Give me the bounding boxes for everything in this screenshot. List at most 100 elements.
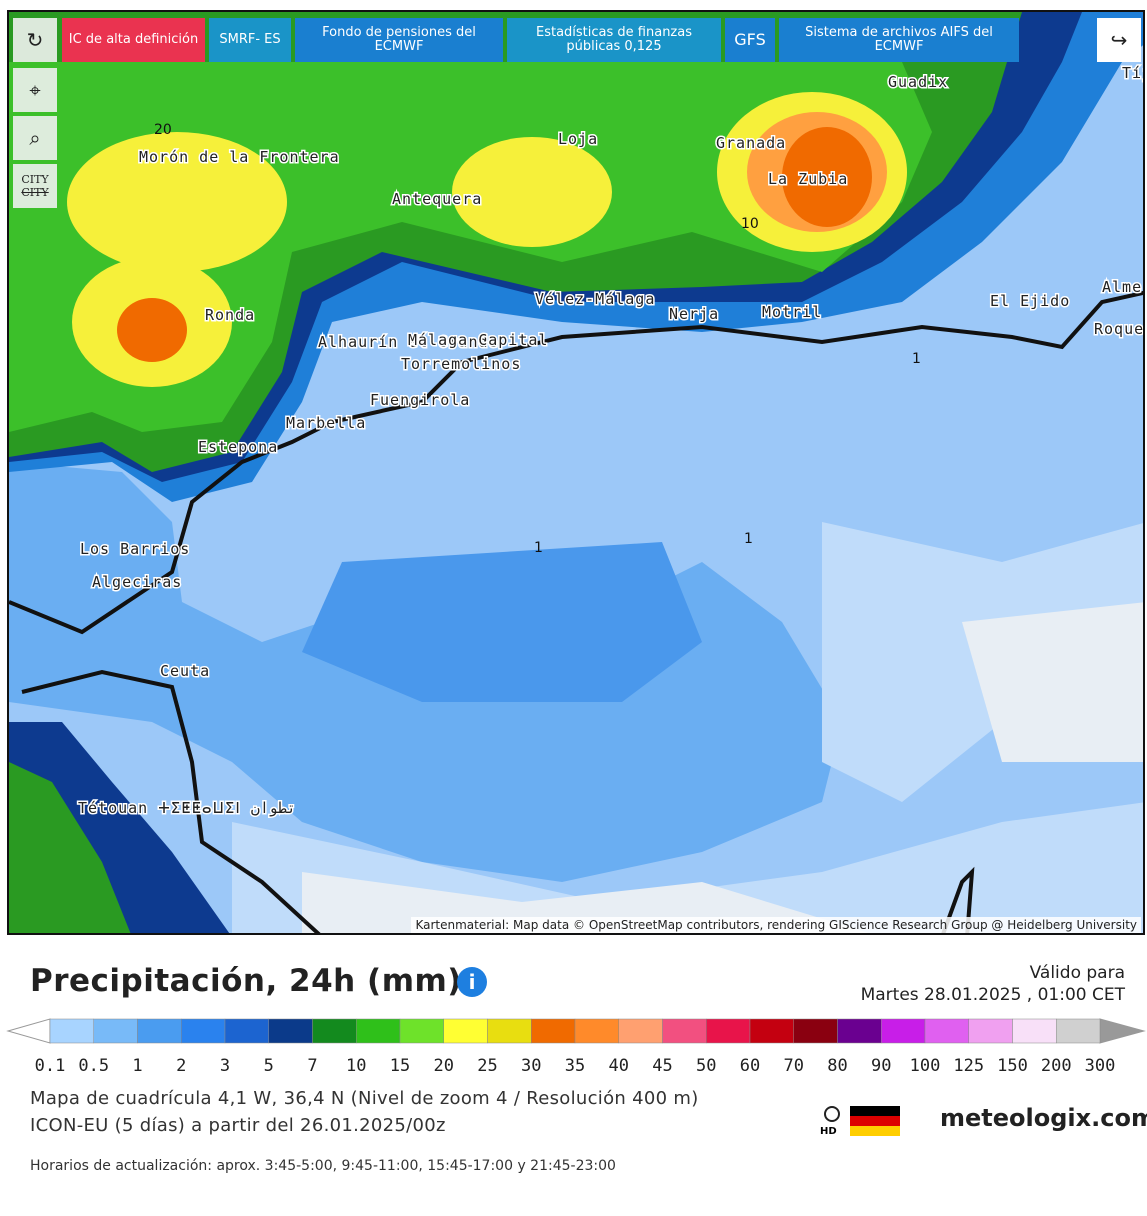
scale-label: 15 [390, 1056, 410, 1075]
valid-time: Válido para Martes 28.01.2025 , 01:00 CET [861, 962, 1125, 1006]
map-canvas: Morón de la Frontera Ronda Antequera Loja Gr… [9, 12, 1145, 933]
scale-label: 40 [609, 1056, 629, 1075]
scale-label: 125 [953, 1056, 984, 1075]
scale-swatch [662, 1018, 707, 1044]
scale-label: 2 [176, 1056, 186, 1075]
city-toggle[interactable]: CITY CITY [13, 164, 57, 208]
toolbar-button[interactable]: IC de alta definición [62, 18, 205, 62]
place-label: Tétouan ⵜⵉⵟⵟⴰⵡⵉⵏ تطوان [78, 799, 296, 817]
scale-label: 10 [346, 1056, 366, 1075]
place-label: Guadix [888, 73, 948, 91]
scale-swatch [224, 1018, 269, 1044]
scale-swatch [793, 1018, 838, 1044]
toolbar-button[interactable]: Sistema de archivos AIFS del ECMWF [779, 18, 1019, 62]
hd-label: HD [820, 1126, 837, 1137]
place-label: Torremolinos [401, 355, 521, 373]
toolbar-button[interactable]: GFS [725, 18, 775, 62]
place-label: Tíj [1122, 64, 1145, 82]
scale-swatch [443, 1018, 488, 1044]
model-info: ICON-EU (5 días) a partir del 26.01.2025… [30, 1115, 446, 1136]
scale-label: 70 [784, 1056, 804, 1075]
grid-info: Mapa de cuadrícula 4,1 W, 36,4 N (Nivel … [30, 1088, 699, 1109]
scale-label: 0.1 [35, 1056, 66, 1075]
scale-swatch [881, 1018, 926, 1044]
scale-swatch [49, 1018, 94, 1044]
scale-swatch [706, 1018, 751, 1044]
contour-label: 1 [534, 540, 543, 556]
contour-label: 1 [744, 531, 753, 547]
scale-swatch [487, 1018, 532, 1044]
scale-label: 1 [132, 1056, 142, 1075]
scale-label: 7 [307, 1056, 317, 1075]
scale-label: 300 [1085, 1056, 1116, 1075]
scale-swatch [924, 1018, 969, 1044]
place-label: Roque de Ma [1094, 320, 1145, 338]
toolbar-button[interactable]: Estadísticas de finanzas públicas 0,125 [507, 18, 721, 62]
info-button[interactable]: i [457, 967, 487, 997]
contour-label: 1 [912, 351, 921, 367]
place-label: Ronda [205, 306, 255, 324]
place-label: Los Barrios [80, 540, 190, 558]
scale-swatch [181, 1018, 226, 1044]
map[interactable]: Morón de la Frontera Ronda Antequera Loja Gr… [7, 10, 1145, 935]
scale-label: 150 [997, 1056, 1028, 1075]
place-label: Loja [558, 130, 598, 148]
scale-end [1099, 1018, 1146, 1044]
scale-label: 60 [740, 1056, 760, 1075]
scale-label: 5 [264, 1056, 274, 1075]
scale-label: 80 [827, 1056, 847, 1075]
contour-label: 10 [741, 216, 759, 232]
scale-label: 0.5 [78, 1056, 109, 1075]
scale-swatch [749, 1018, 794, 1044]
place-label: Alhaurín el Grande [318, 333, 499, 351]
scale-swatch [399, 1018, 444, 1044]
scale-swatch [93, 1018, 138, 1044]
city-on: CITY [21, 173, 49, 186]
refresh-button[interactable]: ↻ [13, 18, 57, 62]
scale-label: 50 [696, 1056, 716, 1075]
place-label: El Ejido [990, 292, 1070, 310]
update-times: Horarios de actualización: aprox. 3:45-5… [30, 1158, 616, 1174]
place-label: Morón de la Frontera [139, 148, 340, 166]
place-label: Nerja [669, 305, 719, 323]
place-label: Antequera [392, 190, 482, 208]
scale-label: 100 [910, 1056, 941, 1075]
brand[interactable]: meteologix.com [940, 1104, 1147, 1132]
place-label: Motril [762, 303, 822, 321]
valid-label: Válido para [1029, 963, 1125, 983]
zoom-button[interactable]: ⌕ [13, 116, 57, 160]
scale-swatch [1012, 1018, 1057, 1044]
toolbar-button[interactable]: SMRF- ES [209, 18, 291, 62]
place-label: Alme [1102, 278, 1142, 296]
scale-swatch [356, 1018, 401, 1044]
scale-label: 200 [1041, 1056, 1072, 1075]
toolbar-button[interactable]: Fondo de pensiones del ECMWF [295, 18, 503, 62]
legend-title: Precipitación, 24h (mm) [30, 963, 462, 999]
place-label: Granada [716, 134, 786, 152]
place-label: Málaga Capital [408, 331, 548, 349]
scale-swatch [268, 1018, 313, 1044]
place-label: Marbella [286, 414, 366, 432]
hd-flag: HD [820, 1106, 900, 1137]
scale-swatch [618, 1018, 663, 1044]
valid-date: Martes 28.01.2025 , 01:00 CET [860, 985, 1125, 1005]
share-button[interactable]: ↪ [1097, 18, 1141, 62]
scale-label: 90 [871, 1056, 891, 1075]
place-label: Algeciras [92, 573, 182, 591]
scale-end [6, 1018, 51, 1044]
scale-swatch [1056, 1018, 1101, 1044]
color-scale: 0.1 0.5 1 2 3 5 7 10 15 20 25 30 35 40 45 50 60 70 80 90 100… [6, 1018, 1146, 1075]
scale-swatch [837, 1018, 882, 1044]
place-label: Ceuta [160, 662, 210, 680]
scale-label: 45 [652, 1056, 672, 1075]
scale-swatch [531, 1018, 576, 1044]
scale-swatch [137, 1018, 182, 1044]
attribution: Kartenmaterial: Map data © OpenStreetMap… [411, 917, 1141, 933]
place-label: Vélez-Málaga [535, 290, 655, 308]
place-label: Fuengirola [370, 391, 470, 409]
scale-label: 20 [434, 1056, 454, 1075]
scale-label: 35 [565, 1056, 585, 1075]
location-button[interactable]: ⌖ [13, 68, 57, 112]
scale-label: 3 [220, 1056, 230, 1075]
